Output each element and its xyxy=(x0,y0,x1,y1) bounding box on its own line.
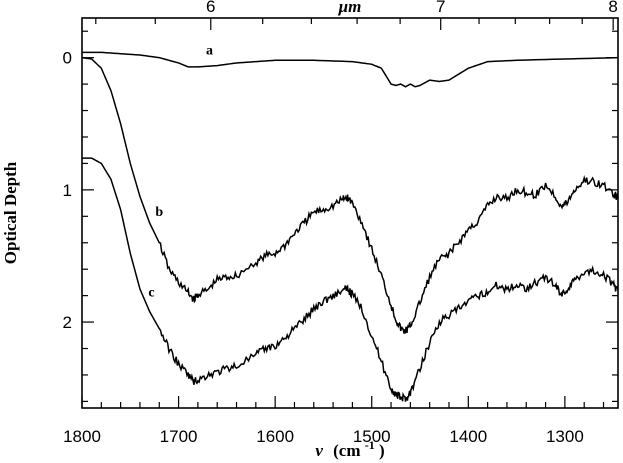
y-tick-label: 0 xyxy=(63,49,72,68)
curve-label-a: a xyxy=(206,44,213,59)
curve-label-b: b xyxy=(155,205,163,220)
x-tick-label: 1500 xyxy=(353,427,391,446)
x-tick-label: 1800 xyxy=(63,427,101,446)
curve-a xyxy=(82,51,619,88)
x-tick-label: 1300 xyxy=(546,427,584,446)
x-tick-label: 1700 xyxy=(160,427,198,446)
top-tick-label: 6 xyxy=(206,0,215,16)
x-tick-label: 1400 xyxy=(449,427,487,446)
curve-label-c: c xyxy=(148,286,154,301)
top-tick-label: 8 xyxy=(608,0,617,16)
tick-labels: 1800 1700 1600 1500 1400 1300 6 7 8 0 1 2 a b c xyxy=(63,0,618,446)
x-tick-label: 1600 xyxy=(256,427,294,446)
series-curves xyxy=(81,51,619,402)
curve-b xyxy=(81,56,619,334)
x-axis-units-close: ) xyxy=(379,441,385,460)
y-axis-title: Optical Depth xyxy=(1,161,20,264)
x-axis-units: (cm xyxy=(333,441,360,460)
x-axis-variable: ν xyxy=(315,441,323,460)
y-tick-label: 1 xyxy=(63,181,72,200)
curve-c xyxy=(82,157,619,402)
top-tick-label: 7 xyxy=(436,0,445,16)
plot-frame xyxy=(81,17,619,409)
y-tick-label: 2 xyxy=(63,313,72,332)
x-axis-units-exponent: -1 xyxy=(365,438,375,452)
top-axis-title: μm xyxy=(338,0,362,16)
x-axis-title: ν (cm -1 ) xyxy=(315,434,384,460)
